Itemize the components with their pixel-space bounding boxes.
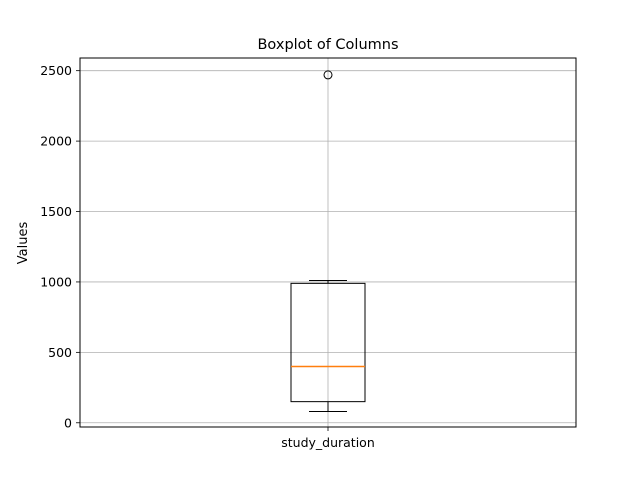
y-axis-label: Values xyxy=(16,222,31,265)
x-tick-label: study_duration xyxy=(281,435,375,450)
y-tick-label: 2500 xyxy=(40,63,72,78)
grid-layer xyxy=(80,58,576,427)
y-tick-label: 1000 xyxy=(40,274,72,289)
box-layer xyxy=(290,70,366,413)
y-tick-label: 2000 xyxy=(40,134,72,149)
y-tick-label: 0 xyxy=(64,415,72,430)
plot-frame xyxy=(79,57,577,428)
tick-layer: 0 500 1000 1500 2000 2500 study_duration xyxy=(40,63,375,450)
outlier-point xyxy=(323,70,333,80)
iqr-box xyxy=(290,282,366,403)
y-tick-label: 500 xyxy=(48,345,72,360)
chart-title: Boxplot of Columns xyxy=(257,37,398,53)
y-tick-label: 1500 xyxy=(40,204,72,219)
